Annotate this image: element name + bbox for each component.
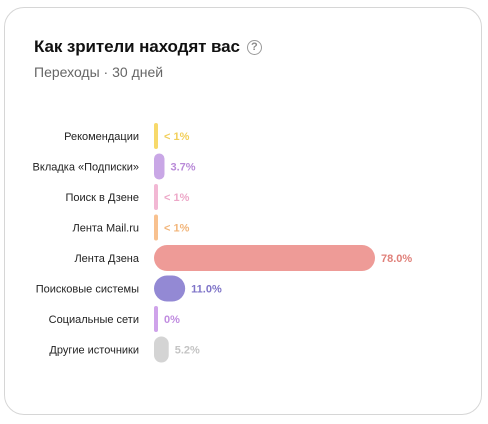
category-label: Рекомендации <box>64 131 139 143</box>
value-label: 0% <box>164 314 180 326</box>
bar[interactable] <box>154 245 375 271</box>
bar-row-социальные-сети[interactable]: Социальные сети 0% <box>49 306 180 332</box>
category-label: Поисковые системы <box>36 284 139 296</box>
value-label: 3.7% <box>170 162 195 174</box>
category-label: Лента Mail.ru <box>72 223 139 235</box>
value-label: < 1% <box>164 223 190 235</box>
category-label: Другие источники <box>49 345 139 357</box>
bar[interactable] <box>154 123 158 149</box>
category-label: Вкладка «Подписки» <box>33 162 139 174</box>
bar-row-вкладка-подписки[interactable]: Вкладка «Подписки» 3.7% <box>33 153 196 180</box>
bar[interactable] <box>154 336 169 363</box>
card-header: Как зрители находят вас ? <box>34 37 262 57</box>
category-label: Поиск в Дзене <box>66 192 139 204</box>
bar-row-лента-mail-ru[interactable]: Лента Mail.ru < 1% <box>72 214 190 241</box>
bar[interactable] <box>154 275 186 302</box>
category-label: Социальные сети <box>49 314 139 326</box>
question-circle-icon[interactable]: ? <box>246 39 262 55</box>
bar[interactable] <box>154 184 158 210</box>
bar-row-поиск-в-дзене[interactable]: Поиск в Дзене < 1% <box>66 184 190 210</box>
value-label: < 1% <box>164 192 190 204</box>
value-label: < 1% <box>164 131 190 143</box>
value-label: 5.2% <box>175 345 200 357</box>
category-label: Лента Дзена <box>74 253 139 265</box>
card-subtitle: Переходы · 30 дней <box>34 64 164 80</box>
bar-row-другие-источники[interactable]: Другие источники 5.2% <box>49 336 200 363</box>
bar[interactable] <box>154 214 158 241</box>
bar-row-поисковые-системы[interactable]: Поисковые системы 11.0% <box>36 275 222 302</box>
bar-row-рекомендации[interactable]: Рекомендации < 1% <box>64 123 190 149</box>
card-title: Как зрители находят вас <box>34 37 240 56</box>
value-label: 78.0% <box>381 253 412 265</box>
bar[interactable] <box>154 153 165 180</box>
bar-row-лента-дзена[interactable]: Лента Дзена 78.0% <box>74 245 412 271</box>
traffic-sources-card: Как зрители находят вас ? Переходы · 30 … <box>4 7 482 415</box>
bar[interactable] <box>154 306 158 332</box>
value-label: 11.0% <box>191 284 222 296</box>
